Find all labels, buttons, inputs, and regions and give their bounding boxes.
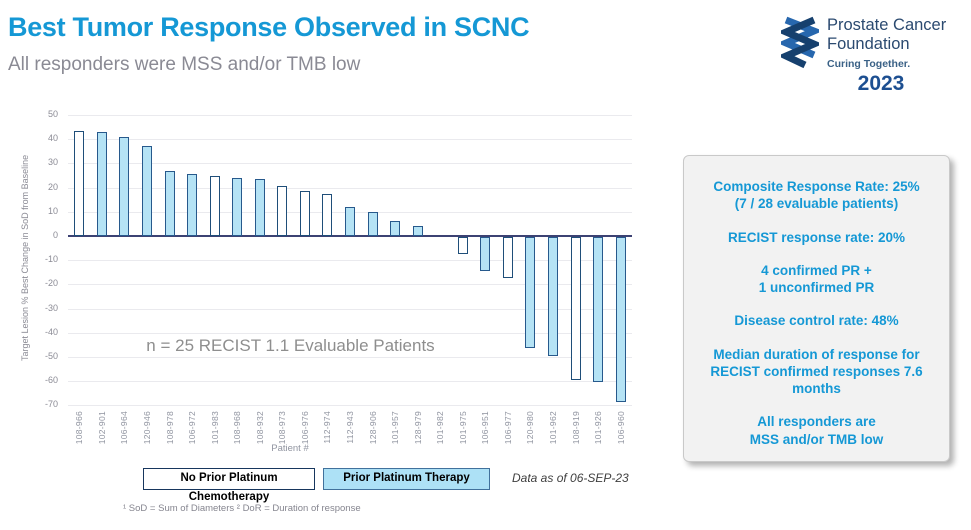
bar	[277, 186, 288, 236]
pcf-helix-icon	[781, 16, 819, 69]
y-tick-label: -30	[44, 302, 58, 313]
bar	[299, 191, 310, 236]
x-tick-label: 128-979	[412, 411, 423, 445]
x-tick-label: 101-983	[209, 411, 220, 445]
x-tick-label: 106-951	[480, 411, 491, 445]
legend-no-prior-platinum: No Prior Platinum Chemotherapy	[143, 468, 315, 503]
logo-text: Prostate Cancer Foundation Curing Togeth…	[827, 16, 946, 70]
gridline	[68, 381, 632, 383]
logo-tagline: Curing Together.	[827, 58, 911, 70]
panel-stat: Median duration of response for RECIST co…	[710, 346, 923, 397]
bar	[390, 221, 401, 236]
x-tick-label: 106-976	[299, 411, 310, 445]
bar	[164, 170, 175, 236]
chart-annotation: n = 25 RECIST 1.1 Evaluable Patients	[146, 336, 435, 355]
x-tick-label: 120-980	[525, 411, 536, 445]
bar	[96, 131, 107, 236]
x-tick-label: 108-968	[232, 411, 243, 445]
y-tick-label: 30	[47, 157, 58, 168]
y-tick-label: 0	[52, 230, 58, 240]
x-tick-label: 101-975	[457, 411, 468, 445]
y-tick-label: -60	[44, 375, 58, 386]
y-tick-label: 50	[47, 109, 58, 119]
gridline	[68, 357, 632, 358]
panel-stat: 4 confirmed PR +1 unconfirmed PR	[758, 262, 875, 296]
x-tick-label: 108-966	[74, 411, 85, 445]
x-tick-label: 106-977	[502, 411, 513, 445]
panel-stat: All responders are MSS and/or TMB low	[749, 414, 884, 447]
bar	[209, 175, 220, 236]
bar	[412, 226, 423, 236]
gridline	[68, 139, 632, 141]
gridline	[68, 308, 632, 310]
x-tick-label: 101-982	[435, 411, 446, 445]
bar	[502, 237, 513, 279]
y-tick-label: -10	[44, 254, 58, 265]
bar	[615, 237, 626, 402]
logo-name-line2: Foundation	[827, 35, 910, 53]
bar	[457, 237, 468, 254]
bar	[254, 179, 265, 236]
bar	[570, 237, 581, 380]
y-tick-label: -20	[44, 278, 58, 289]
bar	[232, 177, 243, 236]
y-tick-label: -40	[44, 326, 58, 337]
x-tick-label: 108-978	[164, 411, 175, 445]
x-axis-title: Patient #	[271, 443, 309, 454]
bar	[141, 146, 152, 236]
bar	[187, 174, 198, 236]
gridline	[68, 284, 632, 286]
bar	[480, 237, 491, 271]
x-tick-label: 120-946	[141, 411, 152, 445]
y-tick-label: -50	[44, 351, 58, 361]
gridline	[68, 405, 632, 407]
data-as-of-label: Data as of 06-SEP-23	[512, 471, 629, 485]
x-tick-label: 101-957	[390, 411, 401, 445]
x-tick-label: 108-932	[254, 411, 265, 445]
panel-stat: Disease control rate: 48%	[734, 313, 899, 329]
gridline	[68, 163, 632, 165]
footnote: ¹ SoD = Sum of Diameters ² DoR = Duratio…	[123, 503, 361, 514]
x-tick-label: 108-973	[277, 411, 288, 445]
panel-stat: Composite Response Rate: 25% (7 / 28 eval…	[713, 179, 920, 212]
x-tick-label: 101-926	[593, 411, 604, 445]
gridline	[68, 260, 632, 262]
x-tick-label: 128-906	[367, 411, 378, 445]
page-title: Best Tumor Response Observed in SCNC	[8, 12, 530, 42]
gridline	[68, 332, 632, 334]
x-tick-label: 102-901	[96, 411, 107, 445]
bar	[322, 193, 333, 236]
logo-name-line1: Prostate Cancer	[827, 16, 947, 34]
bar	[74, 130, 85, 236]
y-tick-label: -70	[44, 399, 58, 410]
page-subtitle: All responders were MSS and/or TMB low	[8, 54, 361, 75]
bar	[593, 237, 604, 383]
x-tick-label: 106-960	[615, 411, 626, 445]
gridline	[68, 187, 632, 189]
x-tick-label: 112-943	[345, 411, 355, 444]
bar	[345, 206, 355, 236]
x-tick-label: 101-962	[548, 411, 559, 445]
x-axis-line	[68, 235, 632, 237]
bar	[548, 237, 559, 356]
legend-prior-platinum: Prior Platinum Therapy	[323, 468, 490, 490]
bar	[525, 237, 536, 349]
summary-panel: Composite Response Rate: 25% (7 / 28 eval…	[683, 155, 950, 462]
y-tick-label: 10	[47, 205, 58, 216]
y-tick-label: 40	[47, 133, 58, 144]
y-tick-label: 20	[47, 181, 58, 192]
logo-year: 2023	[857, 72, 905, 95]
gridline	[68, 115, 632, 116]
x-tick-label: 106-972	[187, 411, 198, 445]
x-tick-label: 108-919	[570, 411, 581, 445]
x-tick-label: 106-964	[119, 411, 130, 445]
bar	[367, 211, 378, 236]
panel-stat: RECIST response rate: 20%	[727, 229, 906, 245]
y-axis-title: Target Lesion % Best Change in SoD from …	[20, 154, 30, 361]
bar	[119, 136, 130, 236]
x-tick-label: 112-974	[322, 411, 333, 444]
